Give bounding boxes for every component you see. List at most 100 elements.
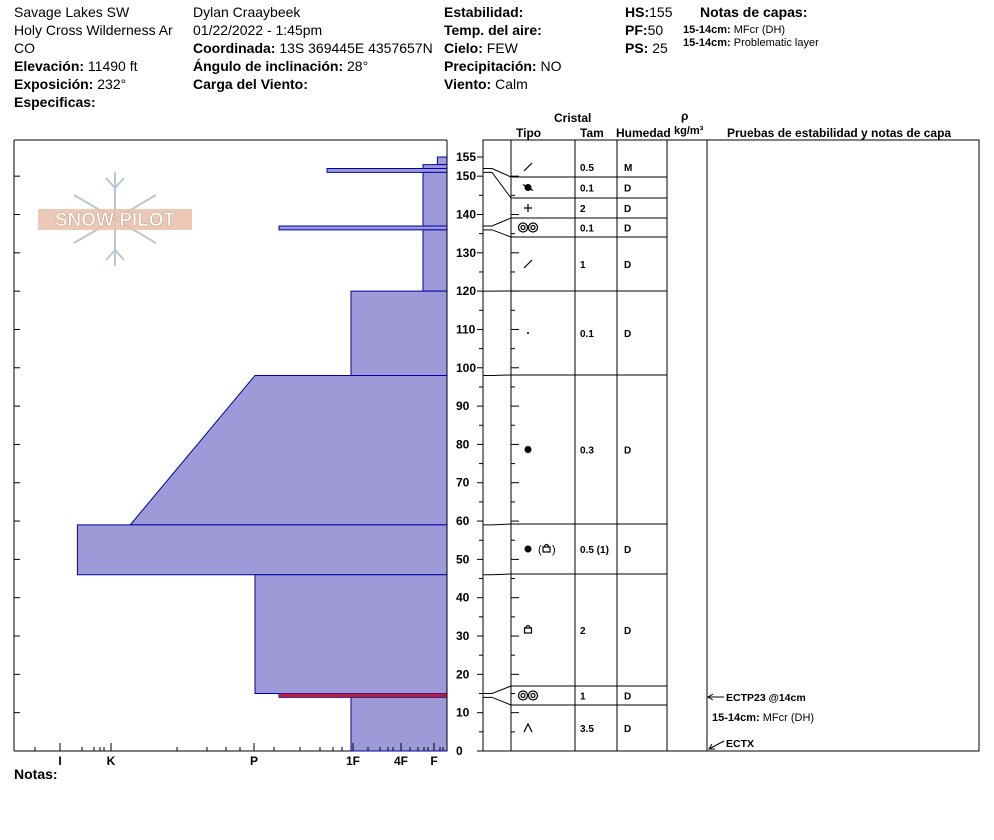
- height-axis: 0 10 20 30 40 50 60 70 80 90 100 110 120 130 140 150 155: [456, 150, 483, 758]
- layer-size: 0.5: [580, 163, 594, 174]
- hardness-layer-4: [422, 171, 448, 227]
- layer-row-4: 0.1 D: [517, 222, 631, 235]
- location-name: Savage Lakes SW: [14, 4, 130, 20]
- height-tick-label: 0: [456, 744, 463, 758]
- slope-label: Ángulo de inclinación:: [193, 58, 344, 74]
- layer-notes-title: Notas de capas:: [700, 4, 808, 20]
- hardness-layer-9: [76, 524, 448, 576]
- region-name: Holy Cross Wilderness Ar: [14, 22, 173, 38]
- layer-connector: [483, 217, 512, 227]
- sky-value: FEW: [486, 40, 518, 56]
- layer-row-1: 0.5 M: [523, 162, 632, 174]
- hardness-label-F: F: [430, 754, 437, 768]
- layer-row-6: 0.1 D: [527, 329, 631, 340]
- layer-note-2-text: Problematic layer: [733, 37, 819, 49]
- sky-label: Cielo:: [444, 40, 483, 56]
- specifics-label: Especificas:: [14, 94, 96, 110]
- layer-rows: 0.5 M0.1 D2 D0.1 D1 D0.1 D0.3 D() 0.5 (1) D2 D1 D3.…: [483, 162, 667, 735]
- size-header: Tam: [580, 126, 604, 140]
- caret-icon: [523, 722, 533, 733]
- coordinate-row: Coordinada: 13S 369445E 4357657N: [193, 40, 445, 56]
- air-temp-label: Temp. del aire:: [444, 22, 542, 38]
- hardness-profile: [76, 156, 448, 752]
- double-circle-icon: [517, 222, 539, 233]
- hs-label: HS:: [625, 4, 650, 20]
- sky-row: Cielo: FEW: [444, 40, 518, 56]
- dot-icon: [527, 332, 529, 334]
- stability-label: Estabilidad:: [444, 4, 524, 20]
- elevation-row: Elevación: 11490 ft: [14, 58, 137, 74]
- layer-size: 1: [580, 692, 586, 703]
- layer-note-1-depth: 15-14cm:: [683, 24, 731, 36]
- layer-size: 0.5 (1): [580, 545, 609, 556]
- facet-round-icon: [523, 624, 533, 634]
- hardness-layer-7: [350, 290, 448, 376]
- layer-moisture: D: [624, 329, 631, 340]
- layer-connector: [483, 167, 512, 178]
- layer-moisture: D: [624, 626, 631, 637]
- height-tick-label: 150: [456, 169, 476, 183]
- layer-note-1: 15-14cm: MFcr (DH): [683, 24, 785, 36]
- wind-row: Viento: Calm: [444, 76, 528, 92]
- layer-moisture: D: [624, 204, 631, 215]
- elevation-label: Elevación:: [14, 58, 85, 74]
- hardness-layer-8: [129, 374, 448, 526]
- height-tick-label: 30: [456, 629, 470, 643]
- layer-row-8: () 0.5 (1) D: [524, 543, 631, 556]
- pf-row: PF:50: [625, 22, 663, 38]
- pf-label: PF:: [625, 22, 648, 38]
- crust-marker: [279, 693, 447, 698]
- hardness-layer-6: [422, 229, 448, 292]
- stability-tests: ECTP23 @14cm 15-14cm: MFcr (DH) ECTX: [707, 692, 814, 750]
- test-ectx: ECTX: [726, 738, 754, 750]
- svg-text:): ): [552, 544, 556, 556]
- height-tick-label: 140: [456, 207, 476, 221]
- layer-row-2: 0.1 D: [522, 184, 631, 195]
- plus-icon: [524, 204, 532, 212]
- layer-moisture: D: [624, 260, 631, 271]
- test-layer-note: 15-14cm: MFcr (DH): [712, 712, 814, 724]
- layer-connector: [483, 171, 512, 199]
- moisture-header: Humedad: [616, 126, 671, 140]
- layer-row-11: 3.5 D: [523, 722, 631, 735]
- height-tick-label: 130: [456, 246, 476, 260]
- precip-label: Precipitación:: [444, 58, 537, 74]
- state-name: CO: [14, 40, 35, 56]
- layer-size: 0.3: [580, 446, 594, 457]
- elevation-value: 11490 ft: [87, 58, 138, 74]
- height-tick-label: 120: [456, 284, 476, 298]
- ps-value: 25: [652, 40, 668, 56]
- observation-datetime: 01/22/2022 - 1:45pm: [193, 22, 323, 38]
- table-height-ticks: [511, 175, 519, 752]
- density-unit-header: kg/m³: [674, 125, 704, 137]
- notes-label: Notas:: [14, 766, 58, 782]
- layer-moisture: D: [624, 724, 631, 735]
- crystal-header: Cristal: [554, 111, 592, 125]
- layer-moisture: D: [624, 224, 631, 235]
- precip-value: NO: [540, 58, 562, 74]
- height-tick-label: 70: [456, 476, 470, 490]
- height-tick-label: 110: [456, 322, 476, 336]
- layer-connector: [483, 229, 512, 238]
- hardness-layer-12: [350, 696, 448, 752]
- wind-value: Calm: [495, 76, 528, 92]
- hardness-label-I: I: [58, 754, 61, 768]
- hs-row: HS:155: [625, 4, 672, 20]
- double-circle-icon: [517, 690, 539, 701]
- hardness-label-4F: 4F: [394, 754, 408, 768]
- precip-row: Precipitación: NO: [444, 58, 561, 74]
- test-layer-note-text: MFcr (DH): [763, 712, 814, 724]
- wind-label: Viento:: [444, 76, 492, 92]
- hardness-layer-5: [278, 225, 448, 231]
- layer-connector: [483, 523, 512, 526]
- layer-moisture: D: [624, 692, 631, 703]
- height-tick-label: 60: [456, 514, 470, 528]
- hardness-layer-10: [254, 574, 448, 695]
- hardness-label-P: P: [250, 754, 258, 768]
- height-tick-label: 80: [456, 437, 470, 451]
